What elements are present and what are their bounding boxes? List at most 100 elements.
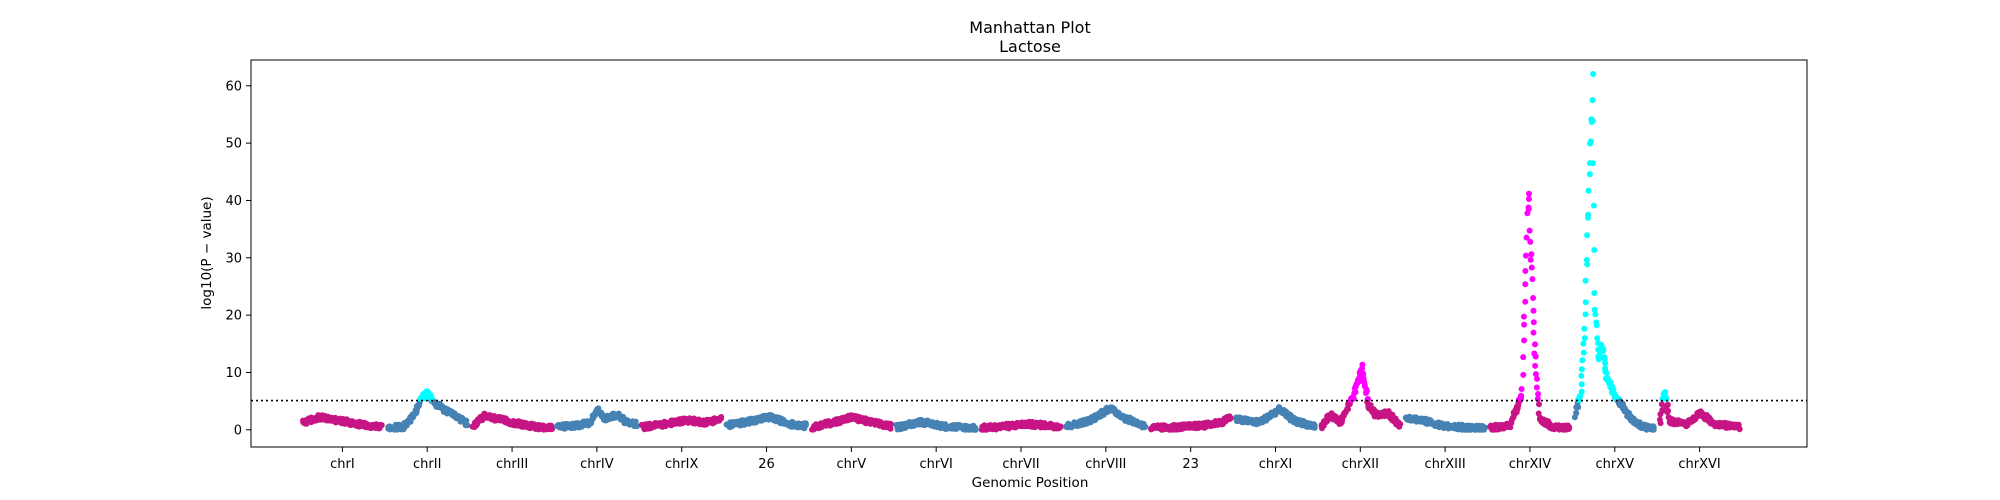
data-point <box>1518 392 1525 399</box>
chart-title: Manhattan Plot <box>969 18 1090 37</box>
data-point <box>1530 319 1537 326</box>
data-point <box>1532 362 1539 369</box>
data-point <box>1578 372 1585 379</box>
x-tick-label: chrIII <box>496 457 528 472</box>
x-tick-label: chrI <box>330 457 355 472</box>
data-point <box>1521 321 1528 328</box>
data-point <box>1575 404 1582 411</box>
x-tick-label: 23 <box>1182 457 1199 472</box>
data-point <box>1585 211 1592 218</box>
x-tick-label: chrV <box>837 457 867 472</box>
data-point <box>378 422 385 428</box>
y-tick-label: 50 <box>225 137 242 152</box>
data-point <box>1526 227 1533 234</box>
data-point <box>1665 407 1672 414</box>
data-point <box>972 424 979 431</box>
data-point <box>803 422 809 428</box>
x-tick-label: chrVII <box>1002 457 1039 472</box>
data-point <box>1600 347 1607 354</box>
data-point <box>1592 311 1599 318</box>
data-point <box>1578 366 1585 373</box>
data-point <box>1578 388 1585 395</box>
data-point <box>1527 238 1534 245</box>
data-point <box>1650 424 1657 431</box>
data-point <box>1534 375 1540 382</box>
data-point <box>1656 416 1663 423</box>
data-point <box>1590 160 1596 167</box>
data-point <box>633 423 640 430</box>
data-point <box>1526 190 1532 197</box>
y-tick-label: 10 <box>225 366 242 381</box>
data-point <box>1536 401 1542 408</box>
data-point <box>1530 307 1537 314</box>
data-point <box>1533 384 1540 391</box>
data-point <box>1580 349 1587 356</box>
y-tick-label: 40 <box>225 194 242 209</box>
data-point <box>1589 97 1596 104</box>
data-point <box>1664 401 1671 408</box>
data-point <box>1593 322 1600 329</box>
x-tick-label: chrXII <box>1342 457 1379 472</box>
data-point <box>1590 202 1597 209</box>
data-point <box>1525 206 1532 213</box>
data-point <box>1532 371 1539 378</box>
data-point <box>1532 353 1539 360</box>
y-tick-label: 20 <box>225 309 242 324</box>
plot-frame <box>250 59 1808 448</box>
x-tick-label: chrXVI <box>1678 457 1720 472</box>
data-point <box>718 415 724 422</box>
data-point <box>1585 187 1592 194</box>
data-point <box>1397 421 1404 427</box>
data-point <box>1662 389 1669 396</box>
data-point <box>1590 71 1597 77</box>
x-tick-label: chrXIV <box>1509 457 1551 472</box>
x-tick-label: chrXI <box>1259 457 1292 472</box>
data-point <box>1584 261 1591 268</box>
data-point <box>1362 390 1369 396</box>
data-point <box>1528 251 1535 258</box>
data-point <box>1057 424 1064 431</box>
data-point <box>1522 281 1529 288</box>
data-point <box>1577 393 1584 400</box>
data-point <box>1603 370 1610 376</box>
x-tick-label: chrXV <box>1595 457 1634 472</box>
data-point <box>1601 355 1608 362</box>
data-point <box>1659 407 1666 413</box>
data-point <box>1361 381 1368 388</box>
data-point <box>1522 268 1529 274</box>
data-point <box>1523 234 1530 241</box>
data-point <box>1520 371 1527 378</box>
data-point <box>1530 329 1537 336</box>
data-point <box>463 417 470 424</box>
data-point <box>464 422 471 429</box>
data-point <box>1582 299 1589 306</box>
data-point <box>1525 196 1532 202</box>
data-point <box>1583 257 1590 263</box>
x-tick-label: chrVIII <box>1085 457 1126 472</box>
x-axis: chrI chrII chrIII chrIV chrIX 26 chrV chrVI chrV… <box>330 447 1721 472</box>
data-point <box>1587 140 1593 147</box>
data-point <box>1579 357 1586 364</box>
y-axis-label: log10(P − value) <box>199 196 215 309</box>
data-point <box>1530 295 1537 301</box>
data-point <box>1345 406 1351 413</box>
data-point <box>632 418 639 425</box>
x-tick-label: chrIX <box>665 457 699 472</box>
data-point <box>1663 396 1670 403</box>
x-tick-label: chrVI <box>919 457 952 472</box>
y-tick-label: 0 <box>234 423 242 438</box>
data-point <box>1591 290 1598 296</box>
data-point <box>1527 256 1534 263</box>
x-tick-label: 26 <box>758 457 775 472</box>
y-axis: 0 10 20 30 40 50 60 <box>225 79 251 438</box>
data-point <box>1736 426 1743 433</box>
data-point <box>549 426 556 432</box>
data-point <box>1528 264 1535 271</box>
chart-subtitle: Lactose <box>999 37 1061 56</box>
data-point <box>1573 409 1580 416</box>
data-point <box>1658 401 1665 408</box>
data-point <box>1594 335 1601 342</box>
data-point <box>1589 117 1596 124</box>
data-point <box>1582 277 1589 284</box>
